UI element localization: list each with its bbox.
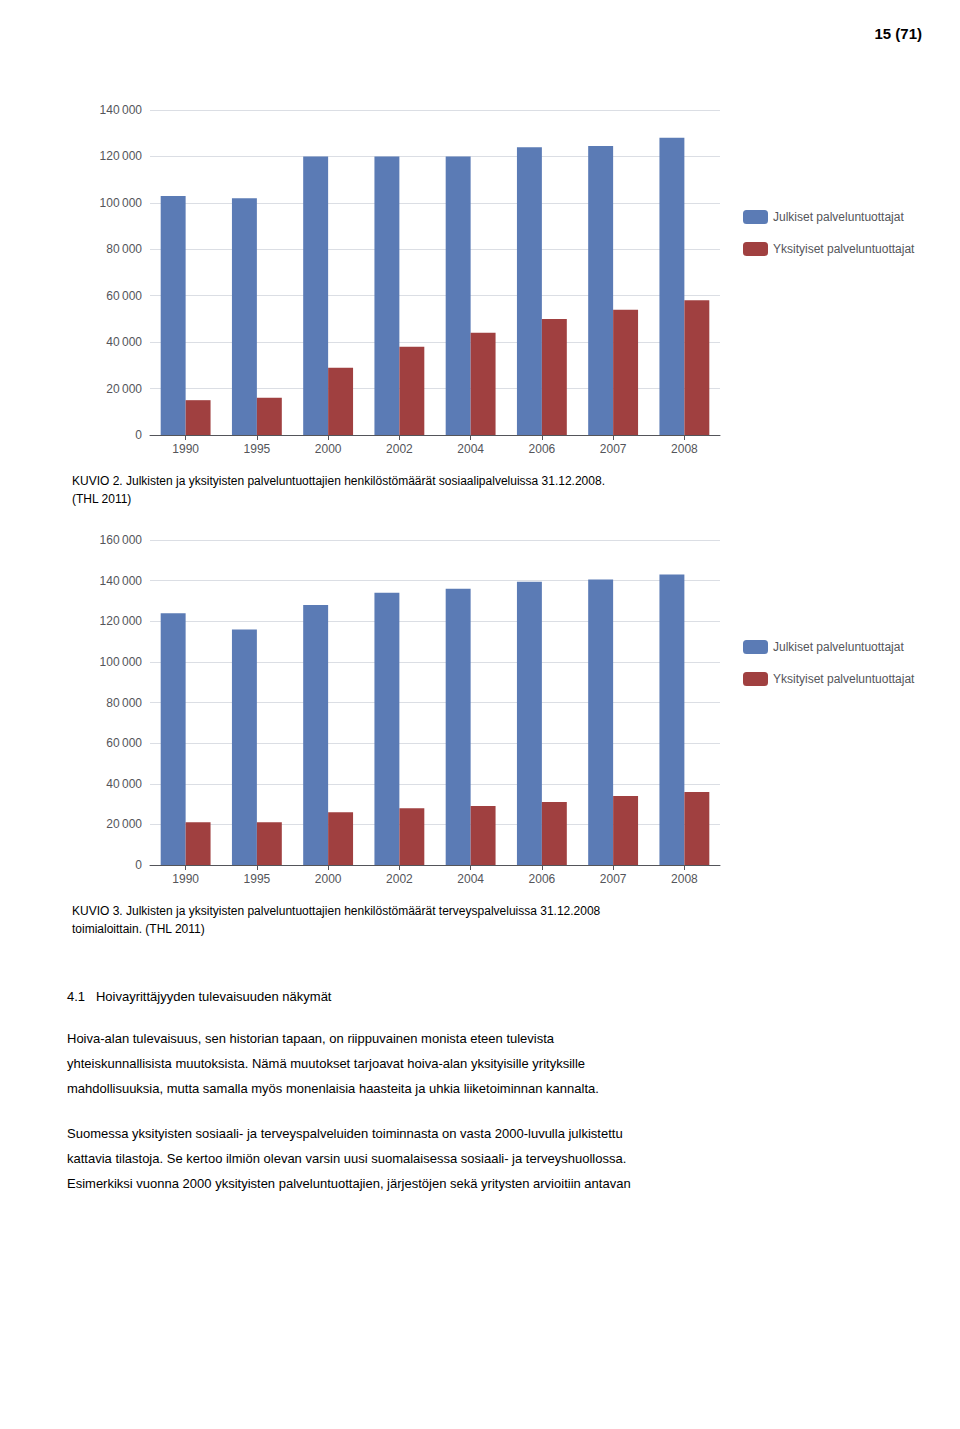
svg-text:Julkiset palveluntuottajat: Julkiset palveluntuottajat [773,210,904,224]
svg-text:Suomessa yksityisten sosiaali-: Suomessa yksityisten sosiaali- ja tervey… [67,1126,623,1141]
svg-text:Hoiva-alan tulevaisuus, sen hi: Hoiva-alan tulevaisuus, sen historian ta… [67,1031,555,1046]
svg-text:160 000: 160 000 [100,533,143,547]
svg-text:2007: 2007 [600,872,627,886]
svg-text:80 000: 80 000 [106,242,142,256]
svg-text:kattavia tilastoja. Se kertoo: kattavia tilastoja. Se kertoo ilmiön ole… [67,1151,626,1166]
svg-text:20 000: 20 000 [106,382,142,396]
svg-text:2004: 2004 [457,872,484,886]
svg-text:20 000: 20 000 [106,817,142,831]
svg-text:yhteiskunnallisista muutoksist: yhteiskunnallisista muutoksista. Nämä mu… [67,1056,585,1071]
svg-text:1995: 1995 [244,872,271,886]
svg-text:140 000: 140 000 [100,574,143,588]
svg-text:1990: 1990 [172,442,199,456]
svg-text:40 000: 40 000 [106,777,142,791]
svg-text:mahdollisuuksia, mutta samalla: mahdollisuuksia, mutta samalla myös mone… [67,1081,599,1096]
svg-text:2000: 2000 [315,442,342,456]
svg-text:(THL 2011): (THL 2011) [72,492,131,506]
svg-text:100 000: 100 000 [100,196,143,210]
svg-text:60 000: 60 000 [106,736,142,750]
svg-text:1990: 1990 [172,872,199,886]
svg-text:140 000: 140 000 [100,103,143,117]
svg-text:120 000: 120 000 [100,149,143,163]
svg-text:100 000: 100 000 [100,655,143,669]
svg-text:2004: 2004 [457,442,484,456]
svg-text:4.1 Hoivayrittäjyyden tuleva: 4.1 Hoivayrittäjyyden tulevaisuuden näky… [67,989,332,1004]
svg-text:120 000: 120 000 [100,614,143,628]
svg-text:2008: 2008 [671,442,698,456]
svg-text:Yksityiset palveluntuottajat: Yksityiset palveluntuottajat [773,242,915,256]
svg-text:2006: 2006 [529,872,556,886]
svg-text:2000: 2000 [315,872,342,886]
svg-text:Esimerkiksi vuonna 2000 yksity: Esimerkiksi vuonna 2000 yksityisten palv… [67,1176,631,1191]
svg-text:KUVIO 3. Julkisten ja yksityis: KUVIO 3. Julkisten ja yksityisten palvel… [72,904,601,918]
svg-text:Yksityiset palveluntuottajat: Yksityiset palveluntuottajat [773,672,915,686]
svg-text:2002: 2002 [386,442,413,456]
svg-text:60 000: 60 000 [106,289,142,303]
svg-text:2008: 2008 [671,872,698,886]
svg-text:80 000: 80 000 [106,696,142,710]
svg-text:2007: 2007 [600,442,627,456]
svg-text:2002: 2002 [386,872,413,886]
svg-text:0: 0 [135,428,142,442]
svg-text:15 (71): 15 (71) [874,25,922,42]
svg-text:KUVIO 2. Julkisten ja yksityis: KUVIO 2. Julkisten ja yksityisten palvel… [72,474,605,488]
svg-text:2006: 2006 [529,442,556,456]
svg-text:0: 0 [135,858,142,872]
svg-text:toimialoittain. (THL 2011): toimialoittain. (THL 2011) [72,922,205,936]
svg-text:1995: 1995 [244,442,271,456]
svg-text:40 000: 40 000 [106,335,142,349]
svg-text:Julkiset palveluntuottajat: Julkiset palveluntuottajat [773,640,904,654]
